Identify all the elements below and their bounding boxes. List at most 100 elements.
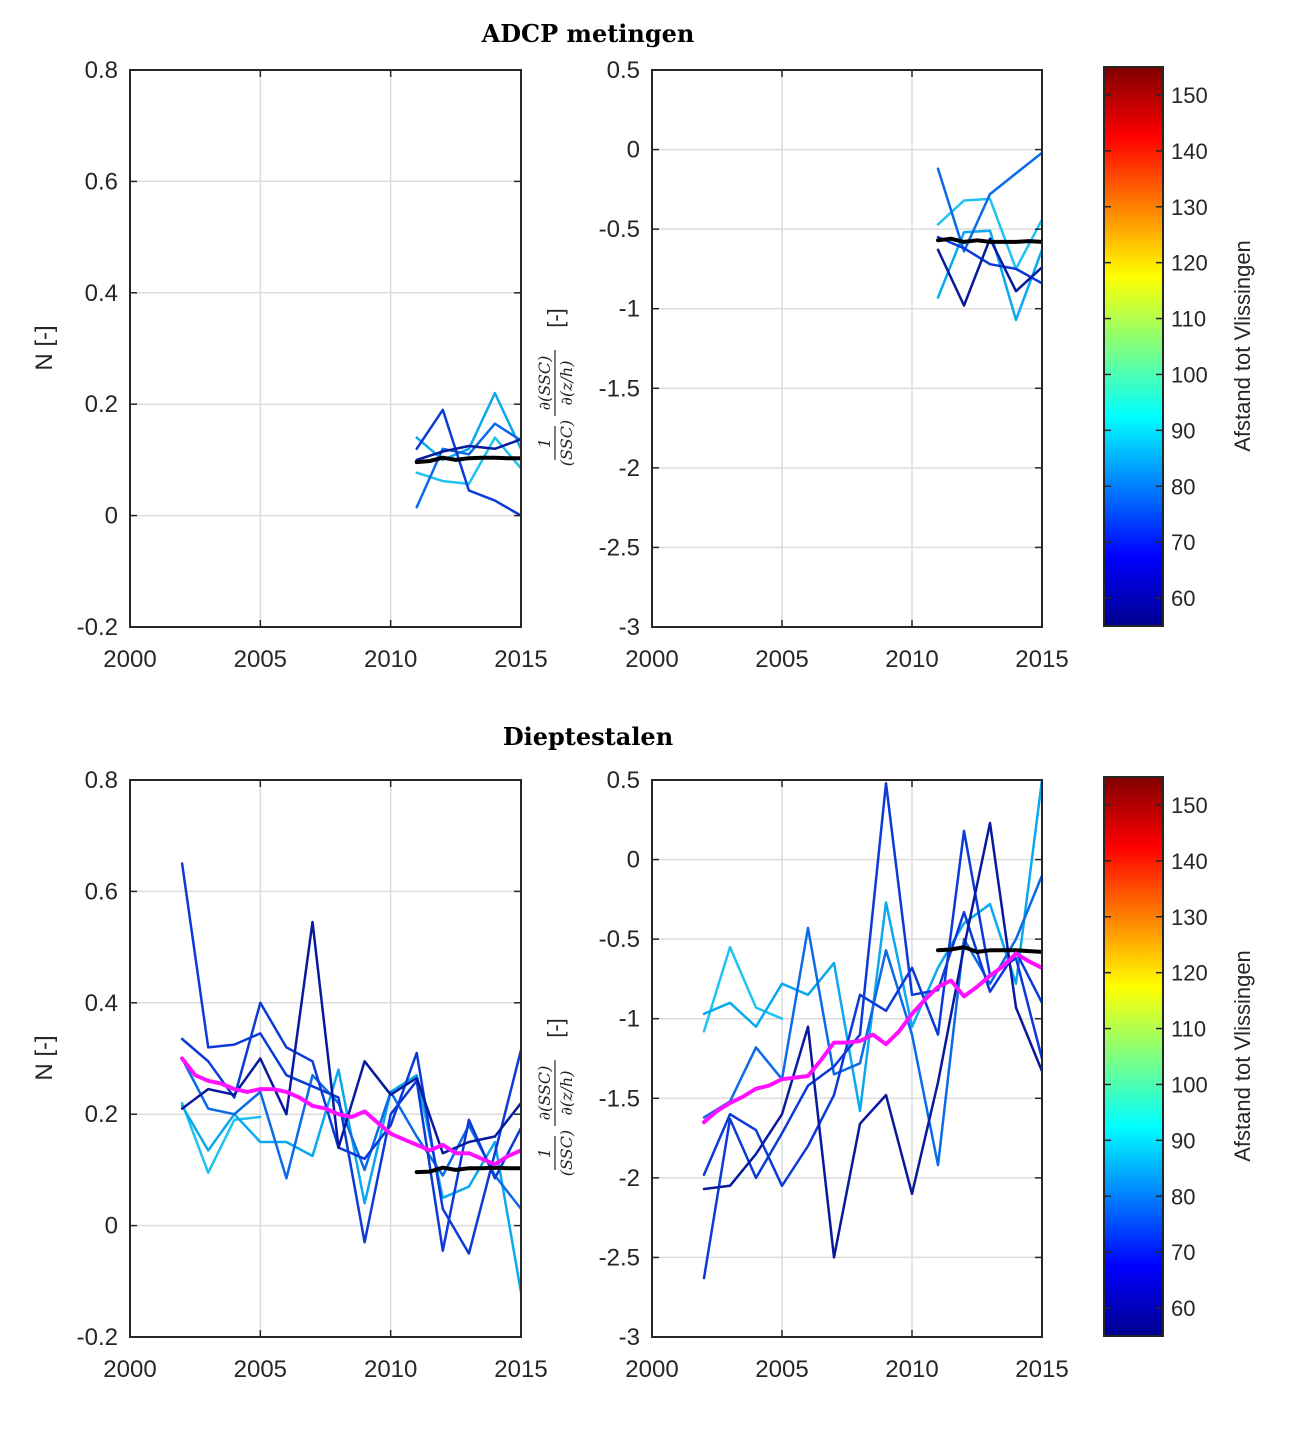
x-tick-label: 2000 <box>625 1356 678 1383</box>
colorbar-box <box>1103 776 1164 1337</box>
y-tick-label: 0 <box>627 847 640 874</box>
svg-text:∂(z/h): ∂(z/h) <box>557 1071 576 1116</box>
series-line-mean <box>936 236 1042 244</box>
series-line-blue <box>180 1001 521 1255</box>
colorbar-tick-label: 140 <box>1171 139 1208 164</box>
y-tick-label: -2 <box>619 1165 640 1192</box>
series-line-midblue <box>936 151 1042 253</box>
colorbar-top: 60 70 80 90 100 110 120 130 140 150 <box>1103 66 1208 627</box>
colorbar-tick-label: 90 <box>1171 1128 1195 1153</box>
section-title-dieptestalen: Dieptestalen <box>503 722 673 751</box>
colorbar-gradient <box>1104 67 1163 626</box>
series-line-skyblue <box>936 229 1042 322</box>
series-line-lightblue <box>702 945 784 1033</box>
y-tick-label: 0.8 <box>85 57 118 84</box>
y-tick-label: -2.5 <box>599 1244 640 1271</box>
plot-dieptestalen-gradient: 2000 2005 2010 2015 -3 -2.5 -2 -1.5 -1 -0.5 0 0.5 <box>599 767 1069 1383</box>
series-line-lightblue <box>180 1101 262 1174</box>
x-tick-label: 2015 <box>494 646 547 673</box>
series-group <box>936 151 1042 322</box>
colorbar-tick-label: 150 <box>1171 83 1208 108</box>
colorbar-tick-label: 150 <box>1171 793 1208 818</box>
x-tick-label: 2015 <box>494 1356 547 1383</box>
x-tick-label: 2010 <box>885 1356 938 1383</box>
x-tick-label: 2010 <box>364 646 417 673</box>
colorbar-label-bottom: Afstand tot Vlissingen <box>1230 950 1255 1162</box>
series-group <box>180 862 521 1294</box>
y-axis-label-adcp-n: N [-] <box>31 325 58 370</box>
colorbar-tick-label: 100 <box>1171 362 1208 387</box>
y-axis-label-adcp-gradient: 1 (SSC) ∂(SSC) ∂(z/h) [-] <box>535 308 576 466</box>
y-tick-label: -1.5 <box>599 375 640 402</box>
svg-text:[-]: [-] <box>543 1018 568 1038</box>
series-line-blue <box>180 862 521 1252</box>
axes-box <box>651 69 1043 628</box>
y-tick-label: 0.8 <box>85 767 118 794</box>
series-line-blue <box>415 408 521 517</box>
svg-text:1: 1 <box>535 438 554 448</box>
y-tick-label: -2.5 <box>599 534 640 561</box>
svg-text:∂(SSC): ∂(SSC) <box>535 356 554 411</box>
colorbar-tick-label: 70 <box>1171 530 1195 555</box>
series-line-navy <box>702 821 1042 1259</box>
colorbar-bottom: 60 70 80 90 100 110 120 130 140 150 <box>1103 776 1208 1337</box>
colorbar-tick-label: 110 <box>1171 1017 1206 1042</box>
y-tick-label: 0 <box>105 503 118 530</box>
series-line-mean <box>414 455 521 465</box>
colorbar-tick-label: 140 <box>1171 849 1208 874</box>
x-tick-label: 2005 <box>234 1356 287 1383</box>
colorbar-tick-label: 110 <box>1171 307 1206 332</box>
colorbar-tick-label: 130 <box>1171 195 1208 220</box>
plot-area <box>130 70 521 627</box>
x-tick-label: 2005 <box>755 646 808 673</box>
y-tick-label: 0.4 <box>85 990 118 1017</box>
plot-area <box>652 780 1042 1337</box>
y-axis-label-dieptestalen-n: N [-] <box>31 1035 58 1080</box>
series-line-mean <box>936 945 1042 954</box>
svg-text:(SSC): (SSC) <box>557 1130 576 1176</box>
y-tick-label: 0.6 <box>85 878 118 905</box>
colorbar-tick-label: 130 <box>1171 905 1208 930</box>
series-group <box>702 778 1042 1280</box>
y-tick-label: -1.5 <box>599 1085 640 1112</box>
series-line-midblue <box>415 422 521 509</box>
y-tick-label: 0.6 <box>85 168 118 195</box>
svg-text:[-]: [-] <box>543 308 568 328</box>
y-tick-label: -2 <box>619 455 640 482</box>
y-tick-label: 0.5 <box>607 767 640 794</box>
y-tick-label: -0.5 <box>599 926 640 953</box>
series-line-navy <box>936 237 1042 307</box>
x-tick-label: 2015 <box>1015 1356 1068 1383</box>
x-tick-label: 2010 <box>885 646 938 673</box>
series-line-blue <box>936 235 1042 285</box>
x-tick-label: 2015 <box>1015 646 1068 673</box>
x-tick-label: 2010 <box>364 1356 417 1383</box>
y-tick-label: 0.5 <box>607 57 640 84</box>
x-tick-label: 2000 <box>103 1356 156 1383</box>
y-axis-label-dieptestalen-gradient: 1 (SSC) ∂(SSC) ∂(z/h) [-] <box>535 1018 576 1176</box>
y-tick-label: -3 <box>619 614 640 641</box>
colorbar-tick-label: 120 <box>1171 961 1208 986</box>
series-line-mean <box>414 1165 521 1175</box>
colorbar-tick-label: 60 <box>1171 1296 1195 1321</box>
y-tick-label: -3 <box>619 1324 640 1351</box>
svg-text:∂(SSC): ∂(SSC) <box>535 1066 554 1121</box>
y-tick-label: 0 <box>627 137 640 164</box>
y-tick-label: -1 <box>619 1006 640 1033</box>
plot-dieptestalen-n: 2000 2005 2010 2015 -0.2 0 0.2 0.4 0.6 0.8 <box>77 767 548 1383</box>
plot-area <box>652 70 1042 627</box>
series-line-lightblue <box>415 436 521 486</box>
section-title-adcp: ADCP metingen <box>481 19 695 48</box>
svg-text:(SSC): (SSC) <box>557 420 576 466</box>
series-line-skyblue <box>415 391 521 462</box>
y-tick-label: 0.2 <box>85 1101 118 1128</box>
colorbar-tick-label: 120 <box>1171 251 1208 276</box>
series-group <box>414 391 521 517</box>
colorbar-tick-label: 70 <box>1171 1240 1195 1265</box>
colorbar-label-top: Afstand tot Vlissingen <box>1230 240 1255 452</box>
colorbar-tick-label: 100 <box>1171 1072 1208 1097</box>
y-tick-label: -1 <box>619 296 640 323</box>
colorbar-tick-label: 80 <box>1171 474 1195 499</box>
colorbar-tick-label: 80 <box>1171 1184 1195 1209</box>
